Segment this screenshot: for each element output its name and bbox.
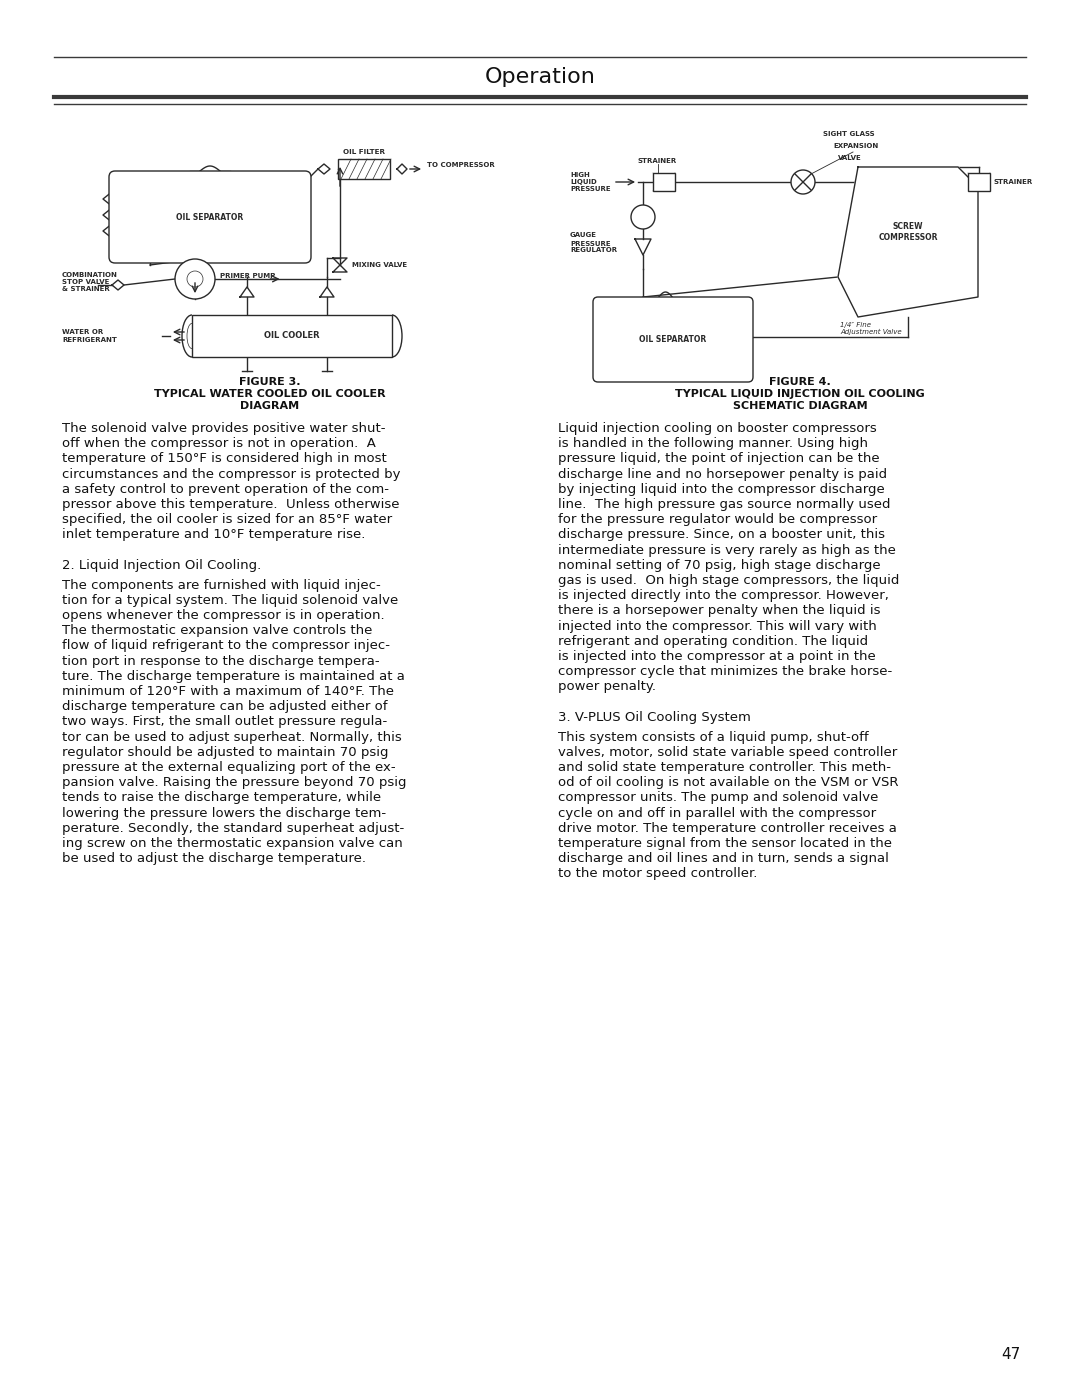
Text: SCREW
COMPRESSOR: SCREW COMPRESSOR: [878, 222, 937, 242]
Text: nominal setting of 70 psig, high stage discharge: nominal setting of 70 psig, high stage d…: [558, 559, 880, 571]
Text: temperature of 150°F is considered high in most: temperature of 150°F is considered high …: [62, 453, 387, 465]
Text: TYPICAL LIQUID INJECTION OIL COOLING: TYPICAL LIQUID INJECTION OIL COOLING: [675, 388, 924, 400]
Text: TO COMPRESSOR: TO COMPRESSOR: [427, 162, 495, 168]
Text: and solid state temperature controller. This meth-: and solid state temperature controller. …: [558, 761, 891, 774]
Text: regulator should be adjusted to maintain 70 psig: regulator should be adjusted to maintain…: [62, 746, 389, 759]
Polygon shape: [838, 168, 978, 317]
FancyBboxPatch shape: [593, 298, 753, 381]
Circle shape: [175, 258, 215, 299]
Text: GAUGE: GAUGE: [570, 232, 597, 237]
Text: there is a horsepower penalty when the liquid is: there is a horsepower penalty when the l…: [558, 605, 880, 617]
Text: power penalty.: power penalty.: [558, 680, 656, 693]
Bar: [338, 159, 390, 179]
Text: EXPANSION: EXPANSION: [833, 142, 878, 149]
Text: minimum of 120°F with a maximum of 140°F. The: minimum of 120°F with a maximum of 140°F…: [62, 685, 394, 698]
Text: The solenoid valve provides positive water shut-: The solenoid valve provides positive wat…: [62, 422, 386, 434]
Circle shape: [791, 170, 815, 194]
Text: 3. V-PLUS Oil Cooling System: 3. V-PLUS Oil Cooling System: [558, 711, 751, 724]
Text: to the motor speed controller.: to the motor speed controller.: [558, 868, 757, 880]
Text: Operation: Operation: [485, 67, 595, 87]
Text: pansion valve. Raising the pressure beyond 70 psig: pansion valve. Raising the pressure beyo…: [62, 777, 406, 789]
Bar: [653, 173, 675, 191]
Text: OIL FILTER: OIL FILTER: [343, 149, 384, 155]
Text: a safety control to prevent operation of the com-: a safety control to prevent operation of…: [62, 483, 389, 496]
Text: compressor units. The pump and solenoid valve: compressor units. The pump and solenoid …: [558, 791, 878, 805]
Text: pressure liquid, the point of injection can be the: pressure liquid, the point of injection …: [558, 453, 879, 465]
Text: PRIMER PUMP: PRIMER PUMP: [220, 272, 275, 279]
Text: STRAINER: STRAINER: [638, 158, 677, 163]
Text: injected into the compressor. This will vary with: injected into the compressor. This will …: [558, 620, 877, 633]
Text: tion for a typical system. The liquid solenoid valve: tion for a typical system. The liquid so…: [62, 594, 399, 606]
Text: 47: 47: [1001, 1347, 1020, 1362]
Text: off when the compressor is not in operation.  A: off when the compressor is not in operat…: [62, 437, 376, 450]
Bar: [968, 173, 990, 191]
Text: SCHEMATIC DIAGRAM: SCHEMATIC DIAGRAM: [732, 401, 867, 411]
Text: circumstances and the compressor is protected by: circumstances and the compressor is prot…: [62, 468, 401, 481]
Text: flow of liquid refrigerant to the compressor injec-: flow of liquid refrigerant to the compre…: [62, 640, 390, 652]
Text: discharge pressure. Since, on a booster unit, this: discharge pressure. Since, on a booster …: [558, 528, 885, 542]
Text: drive motor. The temperature controller receives a: drive motor. The temperature controller …: [558, 821, 896, 835]
Text: OIL COOLER: OIL COOLER: [265, 331, 320, 341]
Text: is injected into the compressor at a point in the: is injected into the compressor at a poi…: [558, 650, 876, 664]
Text: discharge temperature can be adjusted either of: discharge temperature can be adjusted ei…: [62, 700, 388, 712]
Text: pressure at the external equalizing port of the ex-: pressure at the external equalizing port…: [62, 761, 395, 774]
Text: 2. Liquid Injection Oil Cooling.: 2. Liquid Injection Oil Cooling.: [62, 559, 261, 571]
Text: discharge line and no horsepower penalty is paid: discharge line and no horsepower penalty…: [558, 468, 887, 481]
Text: is handled in the following manner. Using high: is handled in the following manner. Usin…: [558, 437, 868, 450]
Text: for the pressure regulator would be compressor: for the pressure regulator would be comp…: [558, 513, 877, 527]
Text: cycle on and off in parallel with the compressor: cycle on and off in parallel with the co…: [558, 806, 876, 820]
Text: The thermostatic expansion valve controls the: The thermostatic expansion valve control…: [62, 624, 373, 637]
Text: by injecting liquid into the compressor discharge: by injecting liquid into the compressor …: [558, 483, 885, 496]
Text: This system consists of a liquid pump, shut-off: This system consists of a liquid pump, s…: [558, 731, 868, 743]
Text: VALVE: VALVE: [838, 155, 862, 161]
Text: pressor above this temperature.  Unless otherwise: pressor above this temperature. Unless o…: [62, 497, 400, 511]
Text: COMBINATION
STOP VALVE
& STRAINER: COMBINATION STOP VALVE & STRAINER: [62, 272, 118, 292]
Text: FIGURE 4.: FIGURE 4.: [769, 377, 831, 387]
Text: ture. The discharge temperature is maintained at a: ture. The discharge temperature is maint…: [62, 669, 405, 683]
Text: tends to raise the discharge temperature, while: tends to raise the discharge temperature…: [62, 791, 381, 805]
Text: valves, motor, solid state variable speed controller: valves, motor, solid state variable spee…: [558, 746, 897, 759]
Text: HIGH
LIQUID
PRESSURE: HIGH LIQUID PRESSURE: [570, 172, 610, 191]
Text: TYPICAL WATER COOLED OIL COOLER: TYPICAL WATER COOLED OIL COOLER: [154, 388, 386, 400]
Text: tor can be used to adjust superheat. Normally, this: tor can be used to adjust superheat. Nor…: [62, 731, 402, 743]
Circle shape: [631, 205, 654, 229]
FancyBboxPatch shape: [109, 170, 311, 263]
Text: intermediate pressure is very rarely as high as the: intermediate pressure is very rarely as …: [558, 543, 896, 556]
Text: FIGURE 3.: FIGURE 3.: [240, 377, 300, 387]
Text: compressor cycle that minimizes the brake horse-: compressor cycle that minimizes the brak…: [558, 665, 892, 678]
Text: STRAINER: STRAINER: [993, 179, 1032, 184]
Text: Liquid injection cooling on booster compressors: Liquid injection cooling on booster comp…: [558, 422, 877, 434]
Text: discharge and oil lines and in turn, sends a signal: discharge and oil lines and in turn, sen…: [558, 852, 889, 865]
Text: DIAGRAM: DIAGRAM: [241, 401, 299, 411]
Text: The components are furnished with liquid injec-: The components are furnished with liquid…: [62, 578, 381, 591]
Bar: [192, 314, 392, 358]
Text: line.  The high pressure gas source normally used: line. The high pressure gas source norma…: [558, 497, 891, 511]
Text: two ways. First, the small outlet pressure regula-: two ways. First, the small outlet pressu…: [62, 715, 388, 728]
Text: ing screw on the thermostatic expansion valve can: ing screw on the thermostatic expansion …: [62, 837, 403, 849]
Text: OIL SEPARATOR: OIL SEPARATOR: [639, 335, 706, 344]
Text: is injected directly into the compressor. However,: is injected directly into the compressor…: [558, 590, 889, 602]
Text: tion port in response to the discharge tempera-: tion port in response to the discharge t…: [62, 655, 380, 668]
Text: od of oil cooling is not available on the VSM or VSR: od of oil cooling is not available on th…: [558, 777, 899, 789]
Text: be used to adjust the discharge temperature.: be used to adjust the discharge temperat…: [62, 852, 366, 865]
Text: OIL SEPARATOR: OIL SEPARATOR: [176, 212, 244, 222]
Text: SIGHT GLASS: SIGHT GLASS: [823, 131, 875, 137]
Text: PRESSURE
REGULATOR: PRESSURE REGULATOR: [570, 240, 617, 253]
Text: 1/4″ Fine
Adjustment Valve: 1/4″ Fine Adjustment Valve: [840, 321, 902, 335]
Text: WATER OR
REFRIGERANT: WATER OR REFRIGERANT: [62, 330, 117, 342]
Text: refrigerant and operating condition. The liquid: refrigerant and operating condition. The…: [558, 634, 868, 648]
Text: PI: PI: [639, 214, 647, 219]
Text: opens whenever the compressor is in operation.: opens whenever the compressor is in oper…: [62, 609, 384, 622]
Text: lowering the pressure lowers the discharge tem-: lowering the pressure lowers the dischar…: [62, 806, 387, 820]
Text: perature. Secondly, the standard superheat adjust-: perature. Secondly, the standard superhe…: [62, 821, 404, 835]
Text: temperature signal from the sensor located in the: temperature signal from the sensor locat…: [558, 837, 892, 849]
Text: specified, the oil cooler is sized for an 85°F water: specified, the oil cooler is sized for a…: [62, 513, 392, 527]
Text: MIXING VALVE: MIXING VALVE: [352, 263, 407, 268]
Text: inlet temperature and 10°F temperature rise.: inlet temperature and 10°F temperature r…: [62, 528, 365, 542]
Text: gas is used.  On high stage compressors, the liquid: gas is used. On high stage compressors, …: [558, 574, 900, 587]
